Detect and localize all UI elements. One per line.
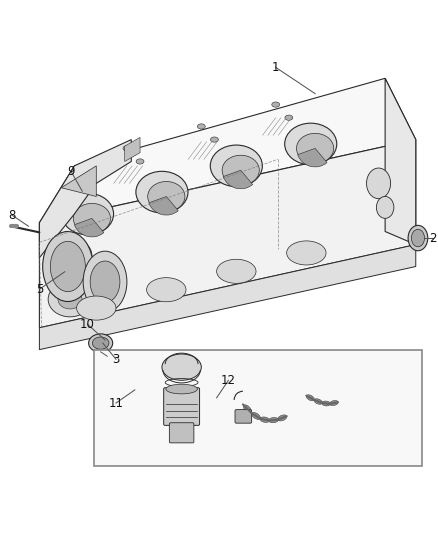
Ellipse shape (198, 124, 205, 129)
Wedge shape (298, 148, 327, 167)
Ellipse shape (42, 231, 93, 302)
FancyBboxPatch shape (170, 423, 194, 443)
Ellipse shape (411, 229, 424, 247)
Wedge shape (74, 219, 104, 237)
Text: 5: 5 (36, 283, 43, 296)
Ellipse shape (73, 204, 110, 233)
Polygon shape (39, 140, 416, 328)
Wedge shape (223, 170, 253, 189)
Ellipse shape (50, 241, 85, 292)
Ellipse shape (166, 384, 198, 394)
Ellipse shape (260, 417, 269, 423)
FancyBboxPatch shape (235, 409, 252, 423)
Wedge shape (149, 197, 178, 215)
Ellipse shape (297, 133, 334, 163)
FancyBboxPatch shape (164, 387, 200, 425)
Ellipse shape (88, 334, 113, 352)
Ellipse shape (77, 296, 116, 320)
Ellipse shape (58, 246, 82, 265)
Ellipse shape (83, 251, 127, 312)
Ellipse shape (330, 400, 338, 406)
Ellipse shape (210, 145, 262, 187)
Bar (94, 350, 422, 466)
Ellipse shape (314, 399, 322, 404)
Ellipse shape (136, 171, 188, 213)
Ellipse shape (211, 137, 219, 142)
Ellipse shape (286, 241, 326, 265)
Polygon shape (385, 78, 416, 245)
Text: 11: 11 (109, 397, 124, 409)
Ellipse shape (244, 405, 251, 413)
Text: 3: 3 (112, 353, 120, 366)
Ellipse shape (376, 197, 394, 219)
Ellipse shape (321, 401, 330, 406)
Ellipse shape (92, 337, 109, 349)
Ellipse shape (148, 182, 185, 212)
Ellipse shape (48, 282, 92, 317)
Ellipse shape (90, 261, 120, 303)
Ellipse shape (408, 225, 428, 251)
Ellipse shape (285, 115, 293, 120)
Ellipse shape (306, 395, 314, 401)
Polygon shape (39, 78, 416, 223)
Ellipse shape (48, 238, 92, 273)
Ellipse shape (58, 290, 82, 309)
Ellipse shape (272, 102, 279, 107)
Ellipse shape (222, 155, 259, 185)
Text: 2: 2 (430, 231, 437, 245)
Ellipse shape (367, 168, 391, 199)
Ellipse shape (252, 413, 260, 419)
Ellipse shape (61, 193, 113, 235)
Ellipse shape (136, 159, 144, 164)
Ellipse shape (217, 259, 256, 284)
Text: 1: 1 (272, 61, 279, 74)
Text: 8: 8 (9, 209, 16, 222)
Ellipse shape (278, 415, 287, 421)
Text: 9: 9 (67, 165, 74, 177)
Text: 12: 12 (221, 374, 236, 387)
Polygon shape (39, 140, 131, 258)
Ellipse shape (123, 146, 131, 151)
Text: 10: 10 (80, 318, 95, 331)
Ellipse shape (269, 417, 278, 423)
Polygon shape (61, 166, 96, 197)
Ellipse shape (285, 123, 337, 165)
Ellipse shape (162, 354, 201, 380)
Polygon shape (125, 138, 140, 161)
Ellipse shape (147, 278, 186, 302)
Polygon shape (39, 245, 416, 350)
